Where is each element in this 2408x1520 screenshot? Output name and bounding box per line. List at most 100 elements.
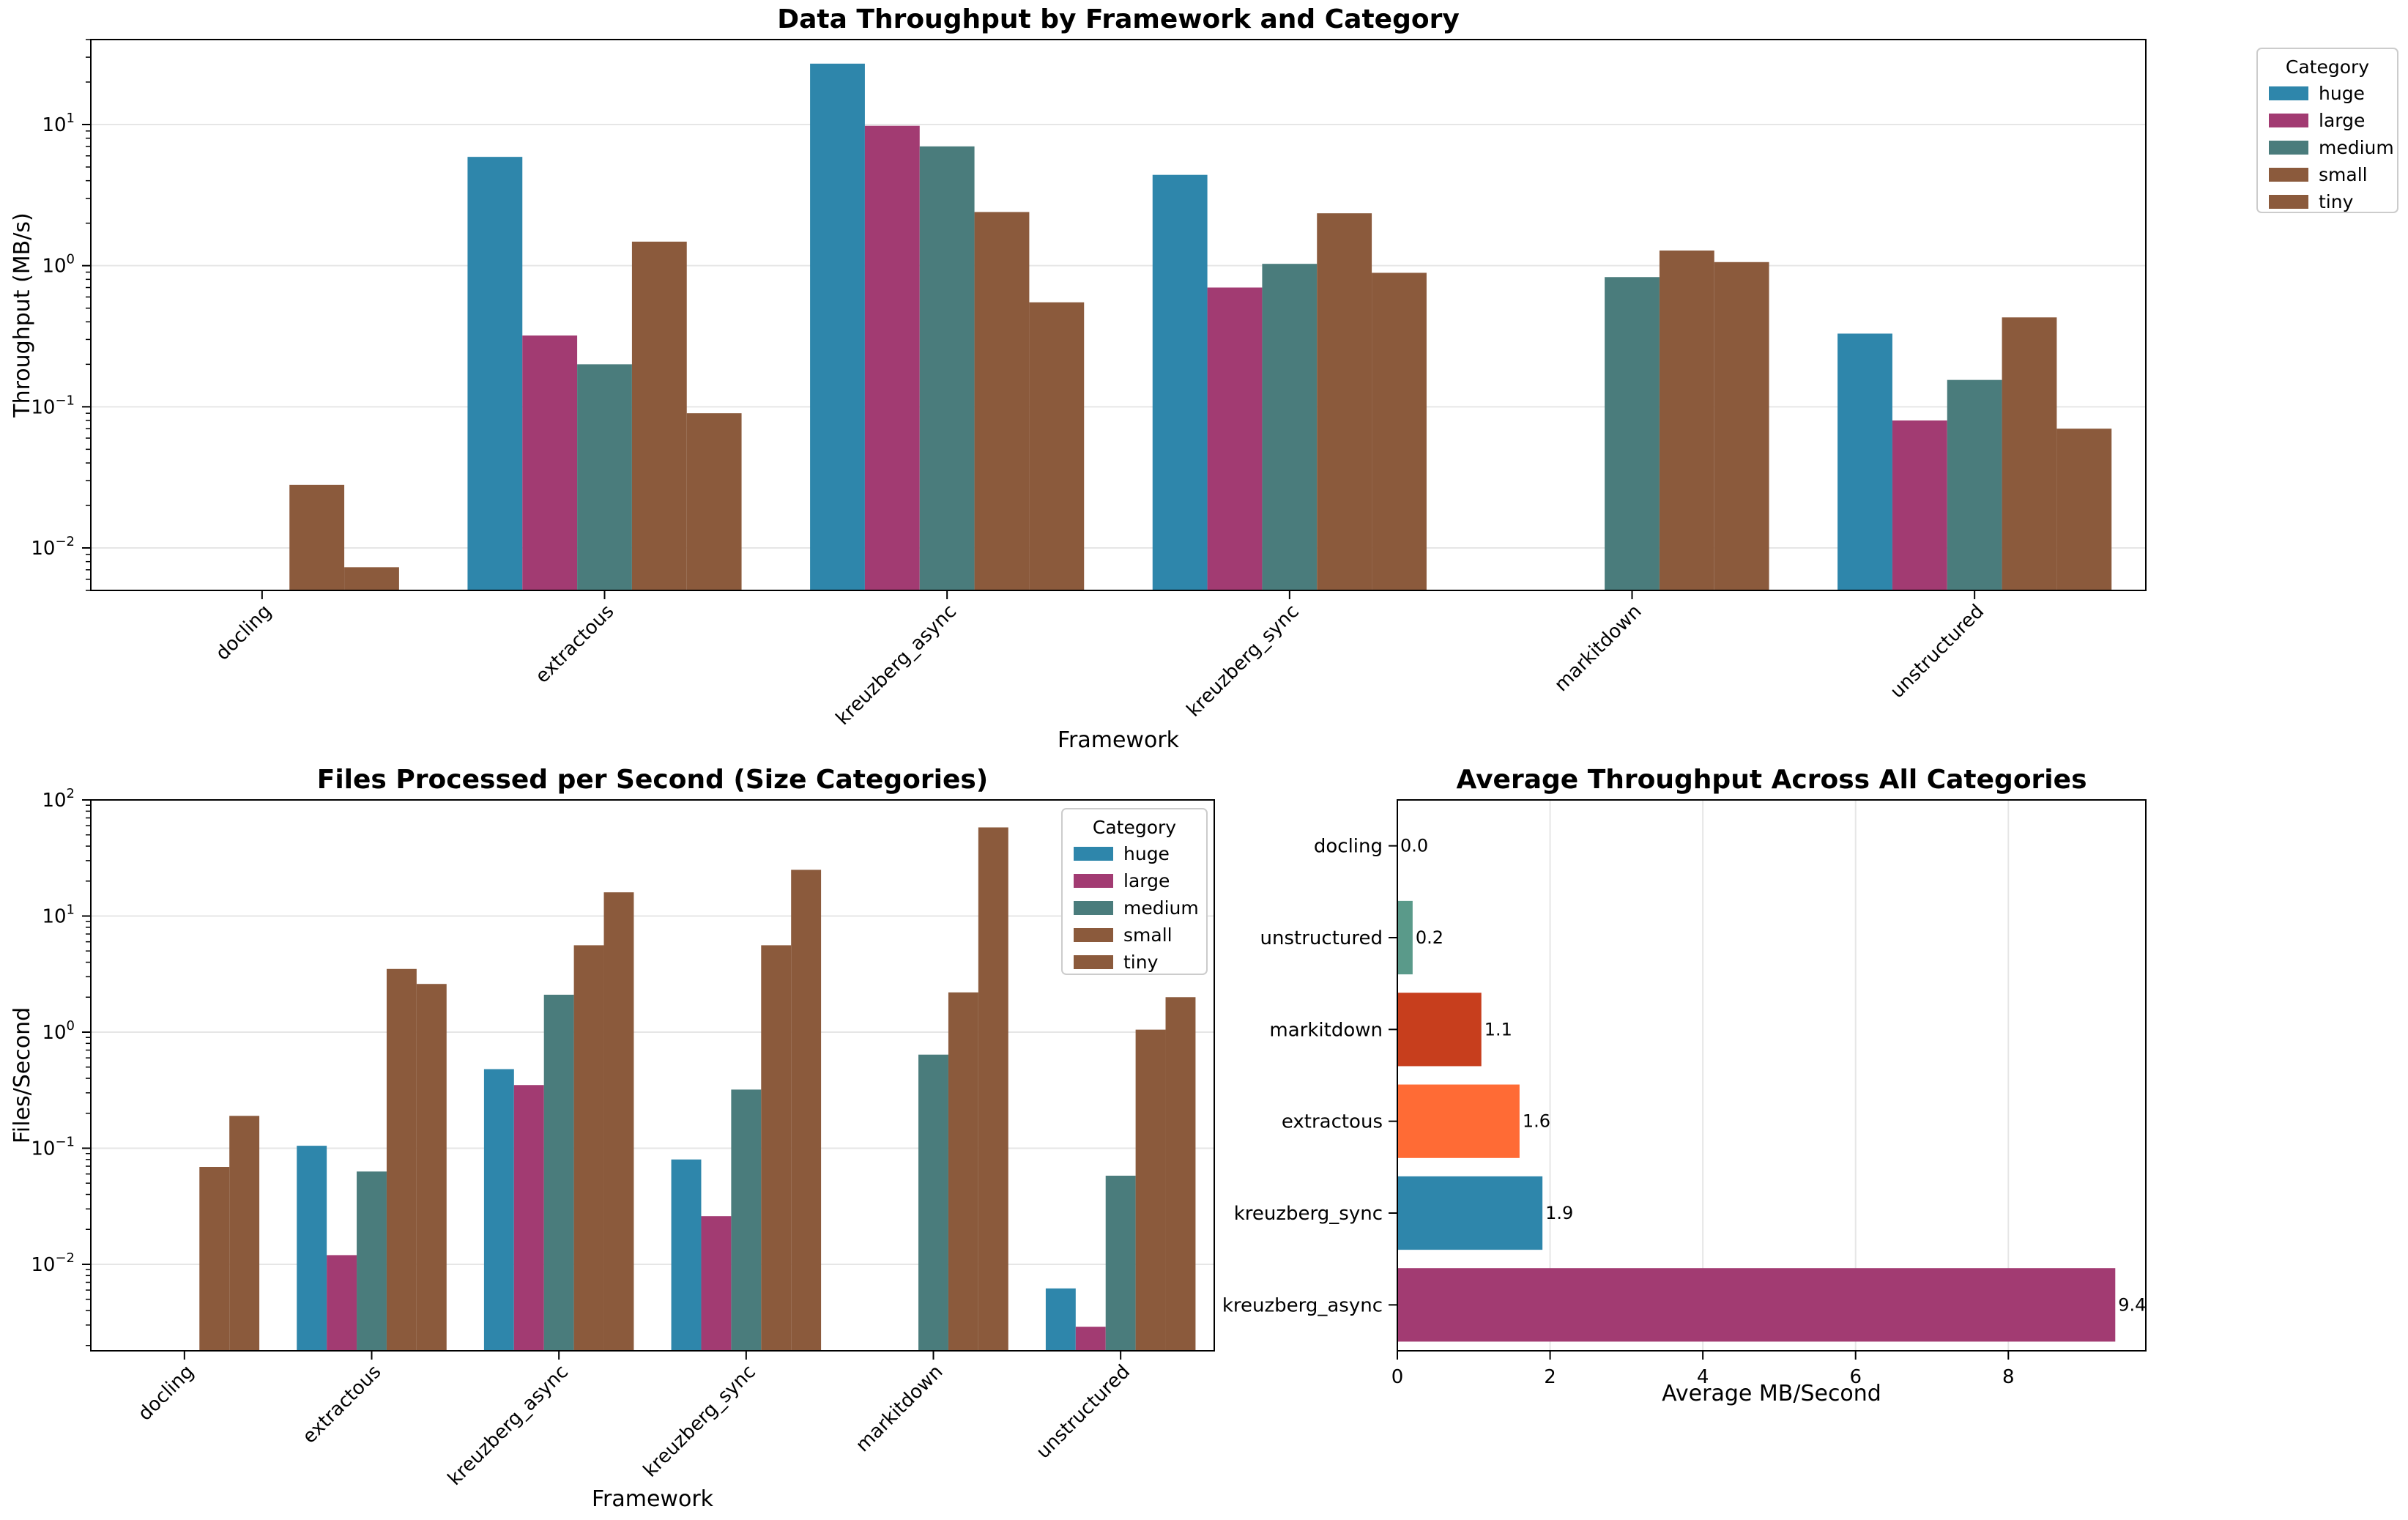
x-tick-label: 0 — [1391, 1366, 1404, 1388]
bar-small-kreuzberg-async — [573, 945, 604, 1351]
legend-swatch-huge — [2269, 86, 2308, 100]
y-tick-label: 10−1 — [31, 1134, 75, 1160]
x-tick-label: extractous — [532, 601, 619, 688]
bar-small-unstructured — [2002, 317, 2057, 590]
bar-tiny-kreuzberg-sync — [791, 870, 822, 1351]
bar-tiny-kreuzberg-async — [603, 892, 634, 1351]
y-tick-label: markitdown — [1269, 1019, 1383, 1041]
legend-label-large: large — [2319, 110, 2365, 131]
bar-tiny-kreuzberg-sync — [1372, 273, 1427, 590]
legend-label-small: small — [2319, 164, 2368, 185]
legend-swatch-medium — [2269, 141, 2308, 155]
legend-swatch-huge — [1074, 847, 1113, 861]
bar-tiny-docling — [344, 567, 399, 590]
legend-label-medium: medium — [1123, 897, 1199, 919]
y-tick-label: extractous — [1282, 1111, 1383, 1133]
throughput-chart: 10−2 10−1 100 101 docling extractous kreuzberg… — [10, 4, 2398, 753]
y-tick-label: 10−2 — [31, 534, 75, 560]
bar-tiny-markitdown — [978, 827, 1008, 1351]
plot-frame — [90, 799, 1215, 1352]
chart-title: Files Processed per Second (Size Categor… — [317, 765, 989, 795]
bar-large-unstructured — [1892, 420, 1947, 590]
legend-label-tiny: tiny — [1123, 952, 1159, 973]
x-tick-label: unstructured — [1032, 1361, 1134, 1464]
bar-small-unstructured — [1135, 1029, 1166, 1351]
legend-swatch-small — [2269, 168, 2308, 182]
legend-swatch-medium — [1074, 901, 1113, 915]
files-per-second-chart: 10−2 10−1 100 101 102 docling extractous kreuzb… — [10, 765, 1215, 1512]
x-tick-label: 4 — [1697, 1366, 1709, 1388]
y-tick-label: kreuzberg_sync — [1234, 1203, 1383, 1225]
x-tick-label: unstructured — [1886, 601, 1988, 703]
legend-label-huge: huge — [2319, 83, 2365, 104]
bar-medium-markitdown — [1605, 277, 1660, 590]
bar-huge-kreuzberg-sync — [671, 1159, 702, 1351]
bar-huge-unstructured — [1837, 333, 1892, 590]
bar-large-extractous — [522, 335, 578, 590]
bar-huge-kreuzberg-async — [810, 63, 865, 590]
y-axis-label: Throughput (MB/s) — [10, 212, 35, 418]
bar-huge-kreuzberg-async — [483, 1069, 514, 1351]
bar-small-docling — [289, 484, 345, 590]
x-tick-label: kreuzberg_async — [444, 1361, 573, 1490]
bar-tiny-docling — [229, 1116, 260, 1351]
bar-medium-extractous — [357, 1171, 387, 1351]
y-axis-label: Files/Second — [10, 1007, 35, 1143]
bar-tiny-unstructured — [2056, 429, 2112, 590]
y-tick-label: 100 — [42, 1018, 75, 1044]
bar-small-kreuzberg-async — [974, 212, 1030, 590]
x-tick-label: markitdown — [852, 1361, 948, 1457]
legend: Category huge large medium small tiny — [2256, 48, 2398, 213]
legend-swatch-large — [1074, 874, 1113, 888]
legend-label-small: small — [1123, 924, 1173, 946]
value-label-extractous: 1.6 — [1523, 1111, 1550, 1132]
bar-kreuzberg-async — [1397, 1268, 2116, 1342]
bar-large-extractous — [327, 1255, 357, 1351]
x-tick-label: kreuzberg_sync — [1183, 601, 1304, 722]
bar-medium-unstructured — [1105, 1175, 1136, 1351]
bar-tiny-extractous — [416, 984, 447, 1351]
chart-title: Data Throughput by Framework and Categor… — [777, 4, 1460, 34]
bar-medium-markitdown — [918, 1054, 948, 1351]
bar-huge-unstructured — [1045, 1288, 1076, 1351]
legend-label-large: large — [1123, 870, 1170, 891]
y-tick-label: 10−2 — [31, 1250, 75, 1276]
y-tick-label: 101 — [42, 111, 75, 136]
bar-medium-kreuzberg-async — [919, 146, 975, 591]
bar-large-kreuzberg-async — [513, 1085, 544, 1351]
x-axis-label: Average MB/Second — [1662, 1381, 1881, 1406]
y-tick-label: 102 — [42, 786, 75, 812]
legend-title: Category — [2286, 56, 2369, 78]
bar-medium-kreuzberg-sync — [1262, 264, 1318, 590]
y-tick-label: unstructured — [1260, 927, 1383, 949]
y-tick-label: 10−1 — [31, 393, 75, 418]
bar-small-markitdown — [1659, 251, 1714, 590]
x-tick-label: 8 — [2002, 1366, 2015, 1388]
value-label-markitdown: 1.1 — [1484, 1019, 1512, 1039]
bar-tiny-kreuzberg-async — [1029, 302, 1085, 590]
x-axis-label: Framework — [1058, 727, 1180, 753]
bar-unstructured — [1397, 900, 1413, 975]
bar-kreuzberg-sync — [1397, 1176, 1543, 1250]
bar-huge-extractous — [297, 1146, 327, 1351]
bar-small-docling — [199, 1167, 230, 1351]
bar-small-extractous — [631, 241, 687, 590]
plot-frame — [90, 39, 2147, 591]
legend-title: Category — [1093, 817, 1176, 838]
x-tick-label: docling — [134, 1361, 198, 1426]
bar-markitdown — [1397, 993, 1482, 1067]
bar-small-kreuzberg-sync — [761, 945, 792, 1351]
legend-swatch-tiny — [1074, 955, 1113, 969]
x-tick-label: docling — [212, 601, 276, 665]
bar-large-kreuzberg-sync — [1207, 287, 1263, 590]
legend-label-huge: huge — [1123, 843, 1170, 864]
bar-large-unstructured — [1075, 1327, 1106, 1351]
bar-medium-kreuzberg-async — [543, 994, 574, 1351]
bar-tiny-markitdown — [1714, 262, 1769, 590]
x-tick-label: kreuzberg_async — [832, 601, 961, 730]
average-throughput-chart: 0.0 docling 0.2 unstructured 1.1 markitdown 1.… — [1222, 765, 2147, 1406]
bar-medium-extractous — [577, 364, 632, 590]
bar-small-kreuzberg-sync — [1317, 213, 1372, 590]
bar-extractous — [1397, 1084, 1520, 1158]
